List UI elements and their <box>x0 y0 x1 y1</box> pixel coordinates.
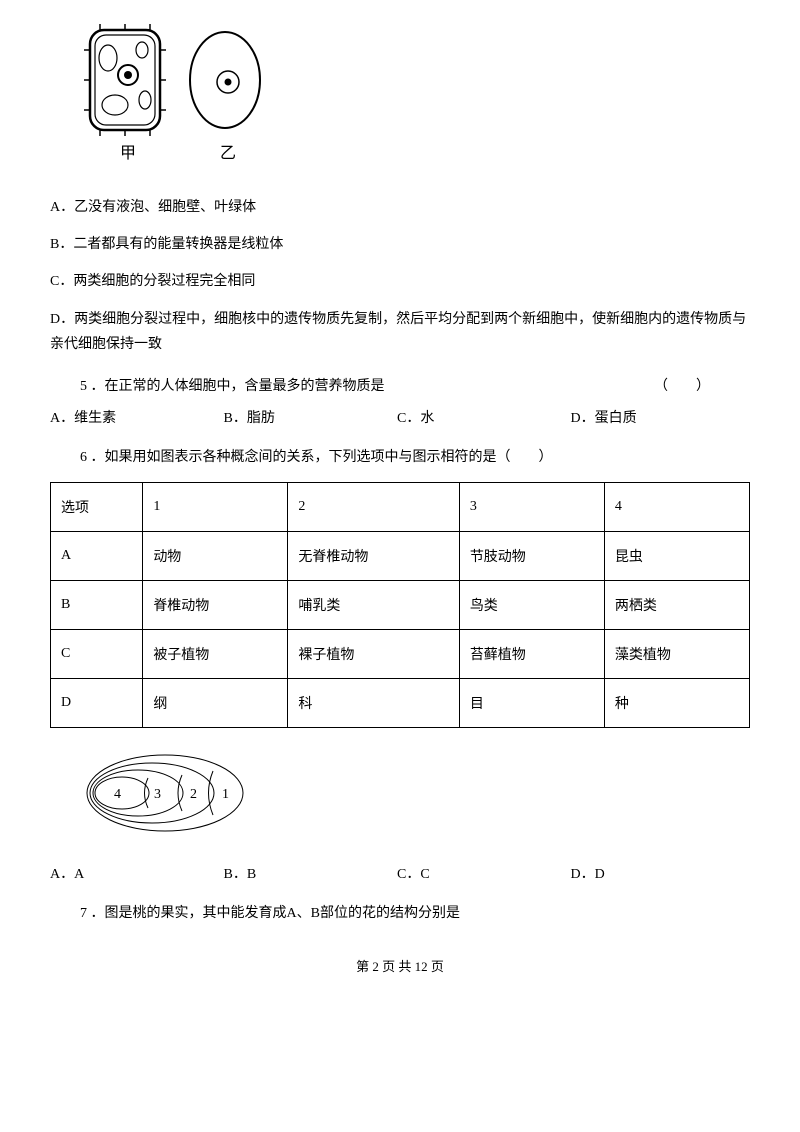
svg-text:1: 1 <box>222 787 229 802</box>
q6-option-b: B．B <box>224 863 394 883</box>
q4-option-c: C．两类细胞的分裂过程完全相同 <box>50 269 750 294</box>
q6-option-a: A．A <box>50 863 220 883</box>
table-cell: 动物 <box>143 532 288 581</box>
table-cell: 无脊椎动物 <box>288 532 459 581</box>
svg-text:甲: 甲 <box>120 145 136 162</box>
table-cell: 苔藓植物 <box>459 630 604 679</box>
table-row: A 动物 无脊椎动物 节肢动物 昆虫 <box>51 532 750 581</box>
question-7: 7 ．图是桃的果实，其中能发育成A、B部位的花的结构分别是 <box>80 901 750 926</box>
table-cell: 2 <box>288 483 459 532</box>
q5-options: A．维生素 B．脂肪 C．水 D．蛋白质 <box>50 407 750 427</box>
q6-options: A．A B．B C．C D．D <box>50 863 750 883</box>
table-cell: 哺乳类 <box>288 581 459 630</box>
question-5: 5 ．在正常的人体细胞中，含量最多的营养物质是 （ ） <box>80 375 750 395</box>
animal-cell-icon: 乙 <box>190 32 260 162</box>
cell-diagram: 甲 乙 <box>80 20 750 175</box>
q5-option-a: A．维生素 <box>50 407 220 427</box>
page-footer: 第 2 页 共 12 页 <box>50 956 750 975</box>
table-cell: 目 <box>459 679 604 728</box>
q5-paren: （ ） <box>654 375 710 395</box>
question-6: 6 ．如果用如图表示各种概念间的关系，下列选项中与图示相符的是（ ） <box>80 445 750 470</box>
svg-text:3: 3 <box>154 787 161 802</box>
table-cell: 裸子植物 <box>288 630 459 679</box>
table-cell: A <box>51 532 143 581</box>
table-cell: C <box>51 630 143 679</box>
table-cell: 鸟类 <box>459 581 604 630</box>
table-row: C 被子植物 裸子植物 苔藓植物 藻类植物 <box>51 630 750 679</box>
table-cell: B <box>51 581 143 630</box>
q5-option-d: D．蛋白质 <box>571 407 741 427</box>
table-cell: 被子植物 <box>143 630 288 679</box>
table-header-row: 选项 1 2 3 4 <box>51 483 750 532</box>
svg-text:乙: 乙 <box>220 145 236 162</box>
q6-option-c: C．C <box>397 863 567 883</box>
table-cell: 纲 <box>143 679 288 728</box>
q4-option-b: B．二者都具有的能量转换器是线粒体 <box>50 232 750 257</box>
table-cell: 科 <box>288 679 459 728</box>
table-cell: 选项 <box>51 483 143 532</box>
table-cell: 脊椎动物 <box>143 581 288 630</box>
q5-option-b: B．脂肪 <box>224 407 394 427</box>
table-cell: 节肢动物 <box>459 532 604 581</box>
q5-text: 5 ．在正常的人体细胞中，含量最多的营养物质是 <box>80 375 385 395</box>
table-row: D 纲 科 目 种 <box>51 679 750 728</box>
q6-option-d: D．D <box>571 863 741 883</box>
q5-option-c: C．水 <box>397 407 567 427</box>
table-cell: 4 <box>604 483 749 532</box>
concept-table: 选项 1 2 3 4 A 动物 无脊椎动物 节肢动物 昆虫 B 脊椎动物 哺乳类… <box>50 482 750 728</box>
table-cell: 藻类植物 <box>604 630 749 679</box>
table-cell: 昆虫 <box>604 532 749 581</box>
table-cell: D <box>51 679 143 728</box>
table-row: B 脊椎动物 哺乳类 鸟类 两栖类 <box>51 581 750 630</box>
q4-option-a: A．乙没有液泡、细胞壁、叶绿体 <box>50 195 750 220</box>
table-cell: 1 <box>143 483 288 532</box>
venn-diagram: 4 3 2 1 <box>80 748 750 843</box>
svg-text:2: 2 <box>190 787 197 802</box>
q4-option-d: D．两类细胞分裂过程中，细胞核中的遗传物质先复制，然后平均分配到两个新细胞中，使… <box>50 307 750 357</box>
table-cell: 两栖类 <box>604 581 749 630</box>
svg-text:4: 4 <box>114 787 121 802</box>
table-cell: 3 <box>459 483 604 532</box>
table-cell: 种 <box>604 679 749 728</box>
plant-cell-icon: 甲 <box>84 24 166 162</box>
